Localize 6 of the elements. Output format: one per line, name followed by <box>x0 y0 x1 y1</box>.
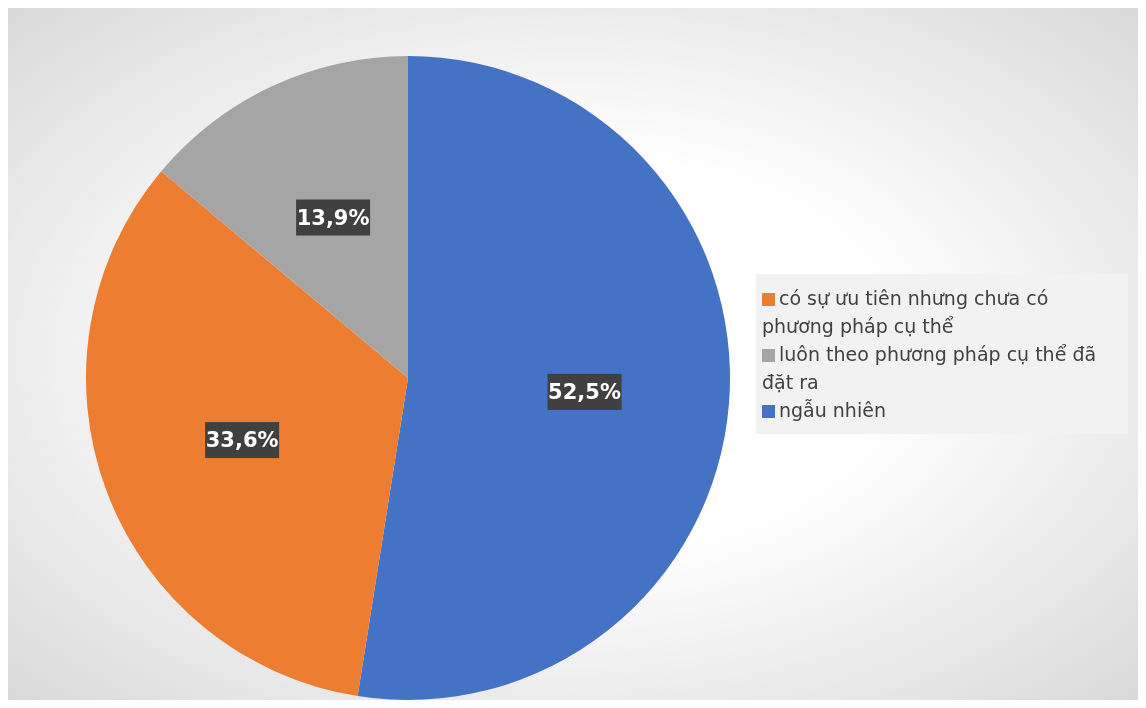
data-label: 33,6% <box>205 428 279 453</box>
pie-slice <box>86 171 408 697</box>
data-label: 52,5% <box>548 379 621 404</box>
data-label: 13,9% <box>296 205 370 230</box>
legend-label: ngẫu nhiên <box>779 399 886 421</box>
pie-slice <box>161 56 408 378</box>
